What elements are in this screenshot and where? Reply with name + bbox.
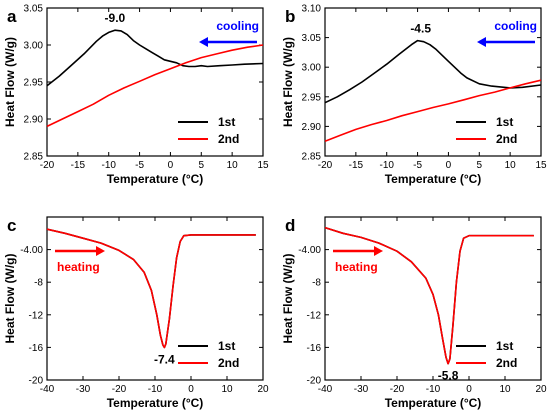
x-tick-label: 10 bbox=[499, 384, 511, 395]
panel-c: -40 -30 -20 -10 0 10 20 -20 -16 -12 -8 -4.00 Tempera… bbox=[3, 216, 269, 410]
direction-label: cooling bbox=[216, 19, 259, 33]
x-tick-label: 20 bbox=[535, 384, 547, 395]
panel-letter: d bbox=[285, 216, 295, 235]
x-tick-label: -10 bbox=[379, 160, 394, 171]
plot-frame bbox=[324, 7, 542, 157]
direction-arrow-head bbox=[96, 246, 105, 256]
x-tick-label: 5 bbox=[477, 160, 483, 171]
x-tick-label: 0 bbox=[168, 160, 174, 171]
y-tick-label: -12 bbox=[29, 310, 44, 321]
x-tick-label: -30 bbox=[76, 384, 91, 395]
panel-letter: b bbox=[285, 7, 295, 26]
y-tick-label: 3.10 bbox=[302, 4, 322, 15]
y-tick-label: -12 bbox=[307, 310, 322, 321]
legend-label: 2nd bbox=[496, 356, 517, 370]
y-tick-label: 2.95 bbox=[24, 78, 44, 89]
x-tick-label: -15 bbox=[349, 160, 364, 171]
y-tick-label: -20 bbox=[307, 376, 322, 387]
x-tick-label: -5 bbox=[135, 160, 144, 171]
y-tick-label: 3.00 bbox=[302, 63, 322, 74]
x-tick-label: 20 bbox=[257, 384, 269, 395]
x-axis-title: Temperature (°C) bbox=[107, 172, 204, 186]
x-tick-label: -40 bbox=[318, 384, 333, 395]
x-tick-label: 0 bbox=[446, 160, 452, 171]
x-tick-label: 5 bbox=[199, 160, 205, 171]
peak-label: -4.5 bbox=[410, 22, 431, 36]
panel-a: -20 -15 -10 -5 0 5 10 15 2.85 2.90 2.95 3.00 3.05 Tem… bbox=[3, 4, 269, 187]
x-tick-label: 15 bbox=[535, 160, 547, 171]
legend-label: 1st bbox=[218, 339, 235, 353]
y-tick-label: 2.90 bbox=[302, 122, 322, 133]
direction-arrow-head bbox=[199, 37, 208, 47]
y-tick-label: 3.05 bbox=[302, 33, 322, 44]
y-tick-label: 2.95 bbox=[302, 92, 322, 103]
series-line-1st bbox=[46, 29, 264, 87]
x-tick-label: 10 bbox=[227, 160, 239, 171]
direction-label: heating bbox=[335, 260, 378, 274]
x-tick-label: 10 bbox=[221, 384, 233, 395]
peak-label: -5.8 bbox=[438, 369, 459, 383]
direction-arrow-head bbox=[374, 246, 383, 256]
x-tick-label: -20 bbox=[390, 384, 405, 395]
x-tick-label: 0 bbox=[188, 384, 194, 395]
x-tick-label: -30 bbox=[354, 384, 369, 395]
legend-label: 1st bbox=[218, 115, 235, 129]
series-line-2nd bbox=[46, 228, 256, 349]
panel-b: -20 -15 -10 -5 0 5 10 15 2.85 2.90 2.95 3.00 3.05 3.1… bbox=[281, 4, 547, 187]
x-tick-label: -20 bbox=[112, 384, 127, 395]
y-tick-label: 2.90 bbox=[24, 115, 44, 126]
series-line-2nd bbox=[324, 226, 534, 365]
panel-d: -40 -30 -20 -10 0 10 20 -20 -16 -12 -8 -4.00 Tempera… bbox=[281, 216, 547, 410]
y-tick-label: -8 bbox=[34, 278, 43, 289]
y-tick-label: 3.00 bbox=[24, 41, 44, 52]
x-tick-label: 0 bbox=[466, 384, 472, 395]
y-tick-label: -8 bbox=[312, 278, 321, 289]
x-axis-title: Temperature (°C) bbox=[107, 396, 204, 410]
peak-label: -7.4 bbox=[154, 352, 175, 366]
legend-label: 2nd bbox=[218, 132, 239, 146]
y-tick-label: 3.05 bbox=[24, 4, 44, 15]
y-tick-label: -16 bbox=[29, 343, 44, 354]
x-tick-label: -15 bbox=[71, 160, 86, 171]
series-line-1st bbox=[324, 39, 542, 104]
x-tick-label: -20 bbox=[40, 160, 55, 171]
x-tick-label: -10 bbox=[148, 384, 163, 395]
panel-letter: c bbox=[7, 216, 16, 235]
legend-label: 1st bbox=[496, 115, 513, 129]
y-tick-label: 2.85 bbox=[302, 152, 322, 163]
x-tick-label: -10 bbox=[101, 160, 116, 171]
legend-label: 2nd bbox=[218, 356, 239, 370]
x-tick-label: -40 bbox=[40, 384, 55, 395]
peak-label: -9.0 bbox=[105, 11, 126, 25]
legend-label: 1st bbox=[496, 339, 513, 353]
legend-label: 2nd bbox=[496, 132, 517, 146]
y-tick-label: -20 bbox=[29, 376, 44, 387]
y-tick-label: -4.00 bbox=[298, 245, 321, 256]
x-tick-label: -20 bbox=[318, 160, 333, 171]
direction-label: cooling bbox=[494, 19, 537, 33]
x-tick-label: -5 bbox=[413, 160, 422, 171]
panel-letter: a bbox=[7, 7, 17, 26]
y-axis-title: Heat Flow (W/g) bbox=[3, 254, 17, 344]
x-axis-title: Temperature (°C) bbox=[385, 172, 482, 186]
y-axis-title: Heat Flow (W/g) bbox=[281, 37, 295, 127]
x-axis-title: Temperature (°C) bbox=[385, 396, 482, 410]
direction-label: heating bbox=[57, 260, 100, 274]
x-tick-label: 10 bbox=[505, 160, 517, 171]
series-line-2nd bbox=[46, 44, 264, 128]
y-tick-label: -4.00 bbox=[20, 245, 43, 256]
x-tick-label: 15 bbox=[257, 160, 269, 171]
x-tick-label: -10 bbox=[426, 384, 441, 395]
series-line-2nd bbox=[324, 79, 542, 142]
y-tick-label: -16 bbox=[307, 343, 322, 354]
y-axis-title: Heat Flow (W/g) bbox=[3, 37, 17, 127]
y-tick-label: 2.85 bbox=[24, 152, 44, 163]
direction-arrow-head bbox=[477, 37, 486, 47]
y-axis-title: Heat Flow (W/g) bbox=[281, 254, 295, 344]
